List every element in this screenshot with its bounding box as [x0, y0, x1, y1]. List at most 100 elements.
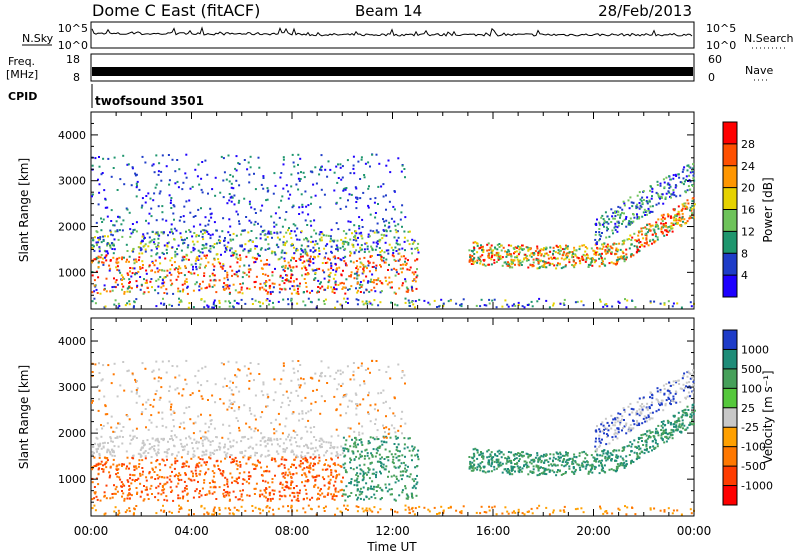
velocity-echo-cell [339, 465, 342, 467]
velocity-echo-cell [183, 448, 186, 451]
velocity-echo-cell [359, 490, 362, 493]
power-echo-cell [389, 286, 392, 289]
power-echo-cell [564, 264, 567, 267]
power-echo-cell [610, 251, 613, 254]
velocity-echo-cell [130, 482, 133, 485]
velocity-echo-cell [372, 448, 375, 451]
velocity-echo-cell [296, 491, 299, 494]
power-echo-cell [296, 290, 299, 293]
power-echo-cell [362, 266, 365, 269]
velocity-echo-cell [514, 463, 516, 465]
power-echo-cell [611, 305, 614, 308]
velocity-echo-cell [282, 448, 285, 450]
velocity-echo-cell [208, 456, 211, 459]
velocity-echo-cell [313, 463, 316, 466]
power-echo-cell [189, 187, 192, 190]
velocity-echo-cell [118, 435, 121, 438]
power-echo-cell [238, 265, 241, 268]
velocity-echo-cell [154, 478, 157, 480]
power-echo-cell [330, 245, 333, 248]
velocity-echo-cell [226, 485, 229, 488]
velocity-echo-cell [393, 443, 396, 445]
power-echo-cell [690, 209, 693, 212]
power-echo-cell [480, 298, 483, 301]
power-echo-cell [665, 229, 668, 232]
velocity-echo-cell [166, 458, 168, 461]
velocity-echo-cell [298, 464, 301, 467]
velocity-echo-cell [126, 479, 129, 482]
velocity-echo-cell [406, 494, 409, 497]
power-echo-cell [537, 254, 540, 257]
power-echo-cell [319, 231, 322, 234]
power-echo-cell [114, 286, 117, 289]
power-echo-cell [174, 182, 177, 185]
power-echo-cell [484, 264, 487, 267]
power-echo-cell [198, 289, 201, 292]
power-echo-cell [98, 191, 101, 194]
power-echo-cell [326, 175, 329, 178]
power-echo-cell [221, 267, 224, 270]
power-echo-cell [329, 240, 332, 243]
power-echo-cell [106, 206, 109, 209]
velocity-echo-cell [229, 498, 231, 501]
power-echo-cell [345, 301, 347, 303]
velocity-echo-cell [257, 429, 259, 432]
power-echo-cell [226, 202, 229, 205]
velocity-echo-cell [344, 447, 347, 450]
velocity-echo-cell [363, 463, 366, 466]
power-echo-cell [487, 242, 490, 245]
power-echo-cell [92, 245, 95, 248]
power-echo-cell [263, 288, 266, 291]
velocity-echo-cell [340, 385, 343, 387]
power-echo-cell [525, 255, 528, 257]
power-echo-cell [395, 242, 398, 245]
power-echo-cell [189, 211, 192, 214]
velocity-echo-cell [415, 494, 418, 497]
velocity-echo-cell [398, 459, 401, 462]
power-echo-cell [599, 235, 602, 238]
power-echo-cell [638, 241, 641, 244]
power-echo-cell [95, 221, 98, 224]
power-echo-cell [113, 244, 115, 247]
power-echo-cell [382, 256, 385, 259]
velocity-echo-cell [267, 437, 270, 440]
velocity-echo-cell [342, 493, 345, 496]
velocity-echo-cell [512, 465, 515, 468]
power-echo-cell [282, 265, 285, 268]
velocity-echo-cell [134, 465, 137, 468]
power-echo-cell [663, 303, 666, 306]
velocity-echo-cell [396, 436, 399, 439]
velocity-echo-cell [125, 450, 128, 453]
power-echo-cell [267, 291, 269, 294]
power-echo-cell [330, 267, 333, 270]
velocity-echo-cell [145, 476, 148, 479]
power-echo-cell [301, 203, 304, 206]
velocity-echo-cell [391, 493, 393, 496]
velocity-echo-cell [147, 398, 150, 401]
power-echo-cell [552, 252, 554, 255]
power-echo-cell [495, 306, 498, 309]
velocity-echo-cell [284, 450, 286, 453]
power-echo-cell [449, 299, 452, 302]
velocity-echo-cell [271, 489, 274, 492]
power-echo-cell [646, 200, 649, 203]
velocity-echo-cell [287, 404, 290, 407]
power-echo-cell [102, 239, 105, 242]
velocity-echo-cell [289, 439, 291, 442]
power-echo-cell [99, 236, 102, 239]
power-echo-cell [372, 230, 375, 233]
velocity-echo-cell [395, 448, 398, 451]
power-echo-cell [311, 171, 314, 174]
power-echo-cell [197, 234, 200, 237]
velocity-echo-cell [301, 481, 303, 484]
velocity-echo-cell [97, 409, 100, 412]
power-echo-cell [212, 268, 215, 271]
power-echo-cell [244, 243, 247, 246]
power-echo-cell [168, 303, 171, 306]
power-echo-cell [174, 255, 177, 258]
velocity-echo-cell [176, 387, 179, 390]
velocity-echo-cell [247, 456, 250, 459]
power-echo-cell [248, 200, 251, 203]
power-echo-cell [436, 306, 438, 308]
velocity-echo-cell [117, 422, 119, 425]
